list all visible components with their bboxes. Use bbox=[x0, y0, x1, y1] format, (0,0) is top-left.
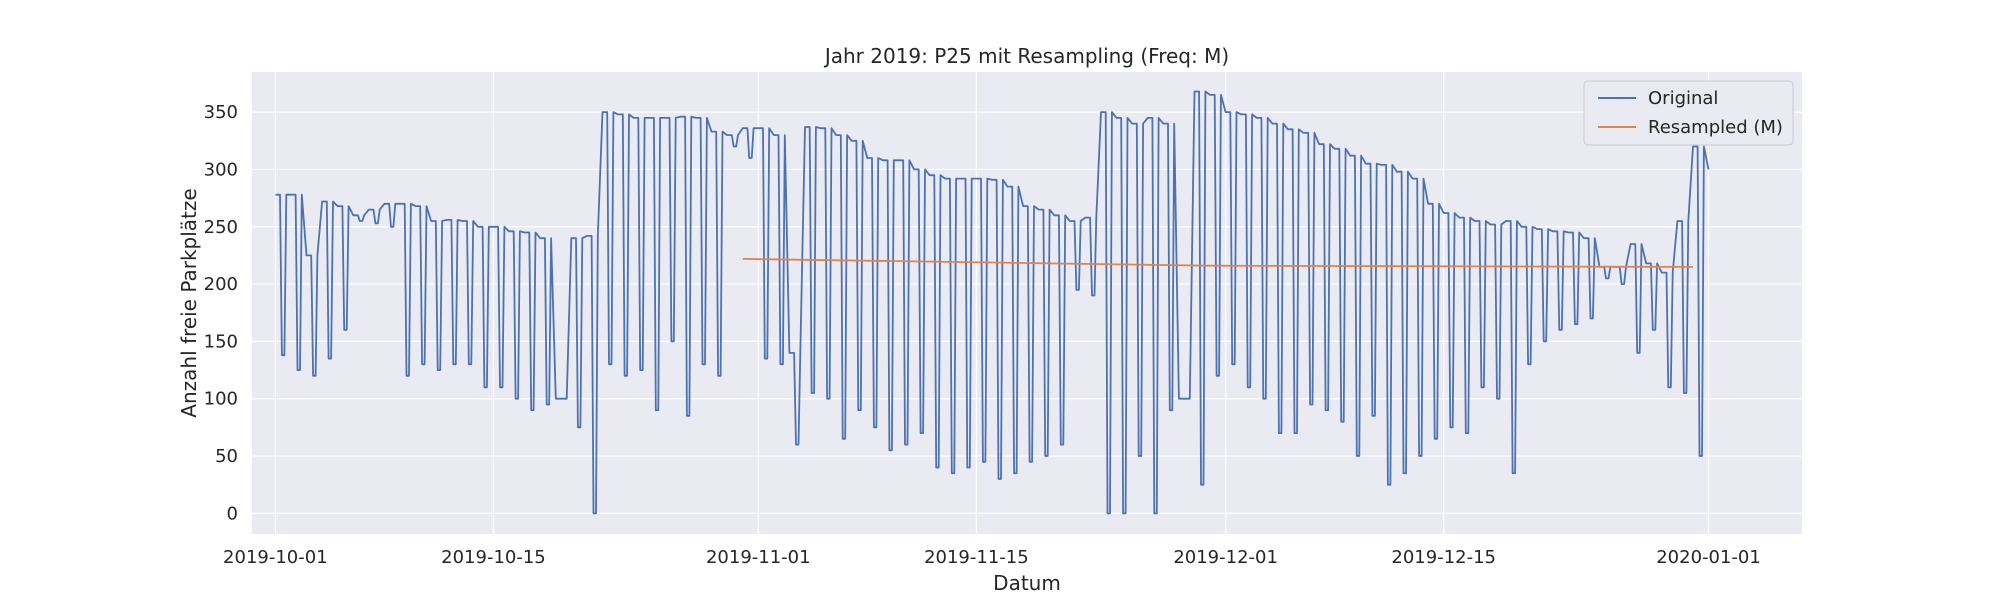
legend-frame bbox=[1583, 80, 1794, 146]
x-tick-label: 2020-01-01 bbox=[1656, 547, 1761, 568]
x-tick-label: 2019-11-01 bbox=[706, 547, 811, 568]
x-tick-label: 2019-10-15 bbox=[441, 547, 546, 568]
plot-lines bbox=[275, 90, 1710, 515]
y-axis-ticks: 0 50 100 150 200 250 300 350 bbox=[204, 102, 238, 524]
y-tick-label: 350 bbox=[204, 102, 238, 123]
x-tick-label: 2019-10-01 bbox=[223, 547, 328, 568]
legend-entry-original: Original bbox=[1648, 88, 1718, 109]
legend: Original Resampled (M) bbox=[1583, 80, 1794, 146]
x-tick-label: 2019-11-15 bbox=[924, 547, 1029, 568]
y-axis-label: Anzahl freie Parkplätze bbox=[177, 188, 201, 417]
y-tick-label: 200 bbox=[204, 274, 238, 295]
series-line-resampled bbox=[742, 258, 1694, 268]
legend-entry-resampled: Resampled (M) bbox=[1648, 117, 1783, 138]
gridlines bbox=[252, 72, 1802, 534]
x-tick-label: 2019-12-01 bbox=[1173, 547, 1278, 568]
chart-title: Jahr 2019: P25 mit Resampling (Freq: M) bbox=[823, 44, 1229, 68]
y-tick-label: 300 bbox=[204, 159, 238, 180]
y-tick-label: 150 bbox=[204, 331, 238, 352]
x-tick-label: 2019-12-15 bbox=[1391, 547, 1496, 568]
series-line-original bbox=[275, 90, 1710, 515]
x-axis-ticks: 2019-10-01 2019-10-15 2019-11-01 2019-11-15… bbox=[223, 547, 1761, 568]
y-tick-label: 50 bbox=[215, 446, 238, 467]
y-tick-label: 100 bbox=[204, 389, 238, 410]
plot-background bbox=[252, 72, 1802, 534]
y-tick-label: 250 bbox=[204, 217, 238, 238]
x-axis-label: Datum bbox=[993, 571, 1061, 595]
y-tick-label: 0 bbox=[227, 503, 238, 524]
